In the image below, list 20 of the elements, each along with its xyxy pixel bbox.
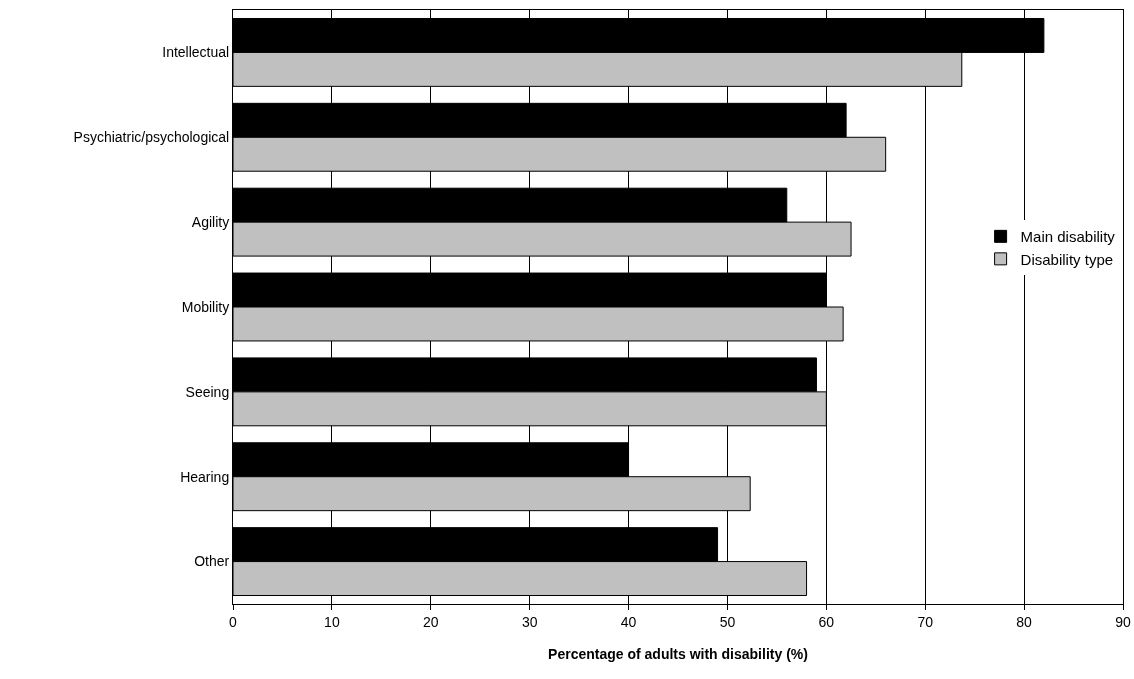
y-tick-label: Hearing <box>180 468 230 485</box>
y-tick-label: Agility <box>191 214 230 231</box>
y-tick-label: Intellectual <box>162 44 230 61</box>
x-tick-label: 60 <box>818 613 835 630</box>
x-tick-label: 70 <box>917 613 934 630</box>
y-tick-label: Other <box>194 553 230 570</box>
x-tick-label: 80 <box>1016 613 1033 630</box>
x-tick-label: 40 <box>620 613 637 630</box>
x-tick-label: 10 <box>324 613 340 630</box>
y-tick-label: Mobility <box>181 298 230 315</box>
x-tick-label: 50 <box>719 613 736 630</box>
y-tick-label: Seeing <box>185 383 230 400</box>
legend-label: Main disability <box>1020 228 1116 246</box>
x-tick-label: 20 <box>422 613 439 630</box>
x-tick-label: 0 <box>229 613 238 630</box>
x-axis-title: Percentage of adults with disability (%) <box>548 646 808 663</box>
x-tick-label: 30 <box>521 613 538 630</box>
x-tick-label: 90 <box>1115 613 1131 630</box>
y-tick-label: Psychiatric/psychological <box>73 129 230 146</box>
legend-label: Disability type <box>1020 250 1114 268</box>
